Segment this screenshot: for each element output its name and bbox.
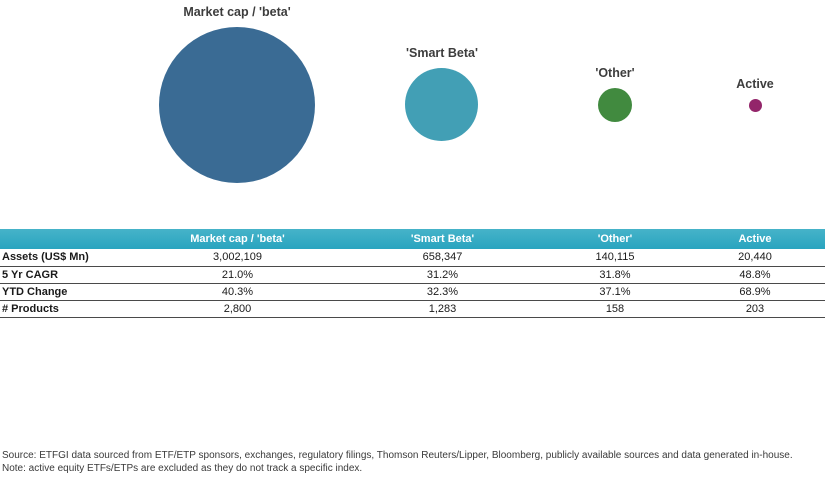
row-label-cagr: 5 Yr CAGR bbox=[0, 266, 135, 284]
table-cell: 48.8% bbox=[685, 266, 825, 284]
exclusion-note: Note: active equity ETFs/ETPs are exclud… bbox=[2, 463, 363, 474]
table-header-smart-beta: 'Smart Beta' bbox=[340, 229, 545, 249]
source-note: Source: ETFGI data sourced from ETF/ETP … bbox=[2, 450, 793, 461]
table-row-cagr: 5 Yr CAGR 21.0% 31.2% 31.8% 48.8% bbox=[0, 266, 825, 284]
row-label-assets: Assets (US$ Mn) bbox=[0, 249, 135, 267]
row-label-products: # Products bbox=[0, 300, 135, 318]
bubble-active bbox=[749, 99, 762, 112]
bubble-other bbox=[598, 88, 632, 122]
table-header-row: Market cap / 'beta' 'Smart Beta' 'Other'… bbox=[0, 229, 825, 249]
bubble-label-smart-beta: 'Smart Beta' bbox=[406, 46, 478, 60]
bubble-label-other: 'Other' bbox=[595, 66, 635, 80]
table-row-assets: Assets (US$ Mn) 3,002,109 658,347 140,11… bbox=[0, 249, 825, 267]
table-cell: 68.9% bbox=[685, 283, 825, 301]
table-header-market-cap-beta: Market cap / 'beta' bbox=[135, 229, 340, 249]
table-header-active: Active bbox=[685, 229, 825, 249]
row-label-ytd: YTD Change bbox=[0, 283, 135, 301]
footnotes: Source: ETFGI data sourced from ETF/ETP … bbox=[2, 449, 823, 475]
table-row-products: # Products 2,800 1,283 158 203 bbox=[0, 300, 825, 318]
table-header-other: 'Other' bbox=[545, 229, 685, 249]
table-cell: 20,440 bbox=[685, 249, 825, 267]
bubble-chart: Market cap / 'beta' 'Smart Beta' 'Other'… bbox=[0, 0, 825, 229]
table-cell: 31.2% bbox=[340, 266, 545, 284]
table-cell: 158 bbox=[545, 300, 685, 318]
bubble-label-active: Active bbox=[736, 77, 774, 91]
table-cell: 2,800 bbox=[135, 300, 340, 318]
table-cell: 31.8% bbox=[545, 266, 685, 284]
data-table: Market cap / 'beta' 'Smart Beta' 'Other'… bbox=[0, 229, 825, 318]
table-cell: 37.1% bbox=[545, 283, 685, 301]
table-cell: 21.0% bbox=[135, 266, 340, 284]
table-cell: 203 bbox=[685, 300, 825, 318]
table-cell: 1,283 bbox=[340, 300, 545, 318]
table-row-ytd: YTD Change 40.3% 32.3% 37.1% 68.9% bbox=[0, 283, 825, 301]
table-cell: 658,347 bbox=[340, 249, 545, 267]
table-cell: 40.3% bbox=[135, 283, 340, 301]
table-cell: 140,115 bbox=[545, 249, 685, 267]
table-cell: 3,002,109 bbox=[135, 249, 340, 267]
bubble-market-cap-beta bbox=[159, 27, 315, 183]
table-cell: 32.3% bbox=[340, 283, 545, 301]
bubble-label-market-cap-beta: Market cap / 'beta' bbox=[183, 5, 291, 19]
bubble-smart-beta bbox=[405, 68, 478, 141]
table-header-empty bbox=[0, 229, 135, 249]
